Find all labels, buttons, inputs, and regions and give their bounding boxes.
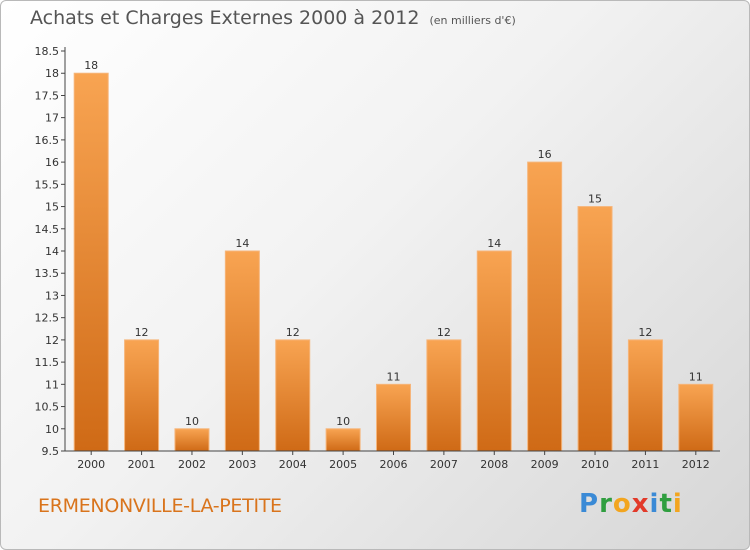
x-tick-label: 2012 (682, 458, 710, 471)
bar (124, 339, 160, 452)
y-tick-label: 18 (45, 67, 59, 80)
bar-value-label: 14 (487, 237, 501, 250)
bar (476, 250, 512, 452)
bar (577, 206, 613, 452)
bar (325, 428, 361, 452)
bar (678, 383, 714, 452)
logo-letter: P (579, 489, 600, 519)
y-tick-label: 18.5 (35, 45, 60, 58)
bar-value-label: 12 (437, 326, 451, 339)
x-tick-label: 2006 (380, 458, 408, 471)
y-tick-label: 13.5 (35, 267, 60, 280)
bar (527, 161, 563, 452)
bar (224, 250, 260, 452)
x-tick-label: 2010 (581, 458, 609, 471)
logo-letter: x (631, 489, 650, 519)
logo-letter: t (659, 489, 673, 519)
logo-letter: o (612, 489, 632, 519)
bar (376, 383, 411, 452)
x-tick-label: 2000 (77, 458, 105, 471)
y-tick-label: 17 (45, 112, 59, 125)
bar (73, 72, 109, 452)
y-tick-label: 16 (45, 156, 59, 169)
y-tick-label: 16.5 (35, 134, 60, 147)
bar-value-label: 11 (689, 370, 703, 383)
x-tick-label: 2002 (178, 458, 206, 471)
bar-value-label: 12 (286, 326, 300, 339)
town-name: ERMENONVILLE-LA-PETITE (38, 495, 282, 517)
y-tick-label: 11.5 (35, 356, 60, 369)
x-tick-label: 2001 (128, 458, 156, 471)
y-tick-label: 15.5 (35, 178, 60, 191)
y-tick-label: 13 (45, 289, 59, 302)
logo-letter: r (599, 489, 613, 519)
bar-value-label: 12 (135, 326, 149, 339)
bar-value-label: 11 (387, 370, 401, 383)
x-tick-label: 2004 (279, 458, 307, 471)
logo-letter: i (672, 489, 683, 519)
logo-letter: i (649, 489, 660, 519)
y-tick-label: 9.5 (42, 445, 60, 458)
bar-value-label: 14 (235, 237, 249, 250)
x-tick-label: 2007 (430, 458, 458, 471)
chart-title-text: Achats et Charges Externes 2000 à 2012 (30, 7, 420, 29)
bar (627, 339, 663, 452)
unit-note: (en milliers d'€) (429, 14, 516, 27)
y-tick-label: 17.5 (35, 89, 60, 102)
x-tick-label: 2003 (228, 458, 256, 471)
bar (174, 428, 210, 452)
bar-value-label: 18 (84, 59, 98, 72)
bar-value-label: 10 (336, 415, 350, 428)
y-tick-label: 15 (45, 201, 59, 214)
y-tick-label: 11 (45, 378, 59, 391)
x-tick-label: 2005 (329, 458, 357, 471)
y-tick-label: 12 (45, 334, 59, 347)
bar-value-label: 15 (588, 193, 602, 206)
x-tick-label: 2008 (480, 458, 508, 471)
y-tick-label: 10 (45, 423, 59, 436)
x-tick-label: 2009 (531, 458, 559, 471)
y-tick-label: 10.5 (35, 401, 60, 414)
bar-value-label: 12 (638, 326, 652, 339)
bar-value-label: 16 (538, 148, 552, 161)
bar-value-label: 10 (185, 415, 199, 428)
x-tick-label: 2011 (631, 458, 659, 471)
y-tick-label: 12.5 (35, 312, 60, 325)
y-tick-label: 14 (45, 245, 59, 258)
proxiti-logo: Proxiti (579, 489, 683, 519)
bar (426, 339, 462, 452)
y-tick-label: 14.5 (35, 223, 60, 236)
bar (275, 339, 311, 452)
chart-title: Achats et Charges Externes 2000 à 2012 (e… (30, 7, 516, 29)
